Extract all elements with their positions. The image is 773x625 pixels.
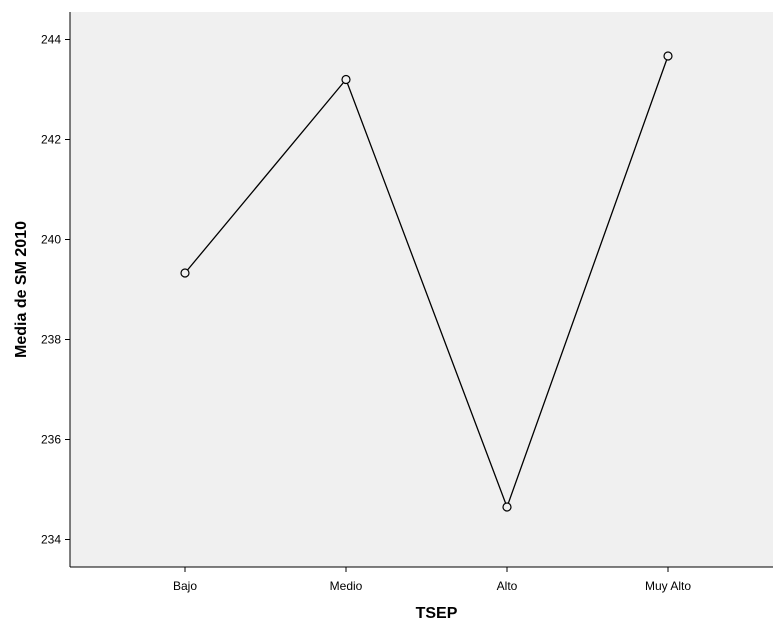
x-tick-label: Bajo	[173, 579, 197, 593]
x-tick-label: Medio	[330, 579, 363, 593]
y-tick-label: 240	[41, 233, 61, 247]
y-tick-label: 244	[41, 33, 61, 47]
x-tick-label: Muy Alto	[645, 579, 691, 593]
y-tick-label: 236	[41, 433, 61, 447]
x-axis-title: TSEP	[416, 605, 458, 622]
y-tick-label: 238	[41, 333, 61, 347]
plot-area	[70, 12, 773, 567]
series-line	[184, 55, 669, 509]
y-axis-title: Media de SM 2010	[13, 221, 30, 358]
y-axis-ticks: 234 236 238 240 242 244	[41, 33, 70, 547]
series-group	[180, 51, 673, 512]
y-tick-label: 242	[41, 133, 61, 147]
data-point	[341, 74, 351, 85]
data-point	[663, 51, 673, 61]
data-point	[502, 502, 512, 512]
data-point	[180, 268, 190, 278]
x-axis-ticks: Bajo Medio Alto Muy Alto	[173, 567, 691, 593]
y-tick-label: 234	[41, 533, 61, 547]
x-tick-label: Alto	[497, 579, 518, 593]
